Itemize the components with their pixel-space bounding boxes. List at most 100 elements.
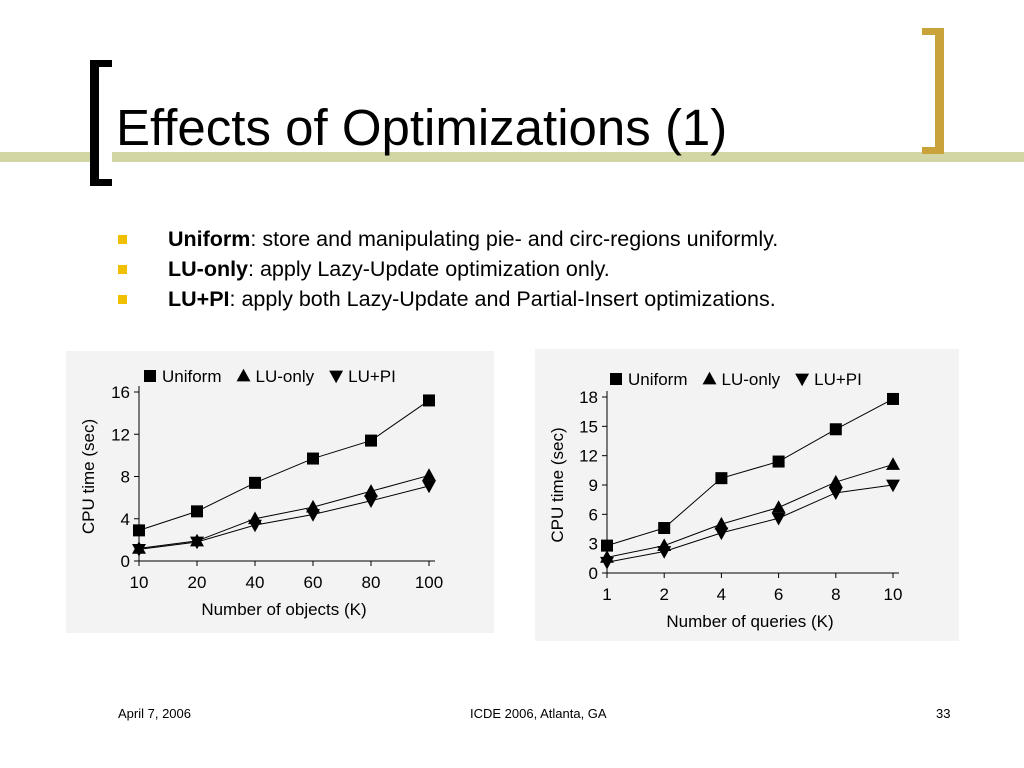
y-tick-label: 0 (121, 552, 130, 571)
chart-cpu-vs-queries: 0 3 6 9 12 15 18 1 2 4 6 8 10 Number of queries (K) CP… (535, 349, 959, 641)
y-tick-label: 12 (111, 425, 130, 444)
legend-label: LU+PI (814, 370, 862, 389)
bullet-text: : apply both Lazy-Update and Partial-Ins… (229, 287, 776, 311)
data-point-marker (306, 509, 320, 522)
x-tick-label: 4 (717, 585, 726, 604)
data-point-marker (191, 505, 203, 518)
data-point-marker (600, 556, 614, 570)
x-tick-label: 10 (884, 585, 903, 604)
chart-svg-objects: 0 4 8 12 16 10 20 40 60 80 100 Number of objects (K… (79, 367, 443, 619)
slide-title: Effects of Optimizations (1) (116, 99, 728, 156)
y-tick-label: 12 (579, 447, 598, 466)
y-tick-label: 9 (589, 476, 598, 495)
footer-page-number: 33 (936, 706, 951, 721)
data-point-marker (715, 472, 728, 485)
bullet-item-lu-pi: LU+PI: apply both Lazy-Update and Partia… (118, 284, 778, 314)
data-point-marker (601, 539, 613, 552)
x-tick-label: 100 (415, 573, 443, 592)
y-tick-label: 15 (579, 417, 598, 436)
x-tick-label: 40 (246, 573, 265, 592)
data-point-marker (714, 527, 729, 541)
bullet-term: LU-only (168, 257, 249, 281)
x-tick-label: 2 (659, 585, 668, 604)
bullet-term: LU+PI (168, 287, 230, 311)
y-tick-label: 18 (579, 388, 598, 407)
legend-label: LU-only (256, 367, 315, 386)
data-point-marker (829, 423, 842, 436)
series-line (606, 484, 894, 563)
data-point-marker (364, 495, 378, 508)
title-accent-line (0, 152, 1024, 162)
legend-marker-icon (236, 368, 251, 382)
legend-marker-icon (144, 370, 156, 382)
y-axis-label: CPU time (sec) (548, 427, 567, 542)
data-point-marker (422, 480, 436, 494)
x-tick-label: 1 (602, 585, 611, 604)
y-tick-label: 3 (589, 535, 598, 554)
right-bracket-decoration (922, 28, 944, 154)
data-point-marker (772, 455, 785, 468)
x-tick-label: 10 (130, 573, 149, 592)
x-tick-label: 60 (304, 573, 323, 592)
x-axis-label: Number of queries (K) (666, 612, 833, 631)
series-line (138, 400, 430, 531)
legend-label: Uniform (162, 367, 222, 386)
series-line (138, 485, 430, 550)
square-bullet-icon (118, 235, 127, 244)
series-line (606, 398, 894, 547)
series-line (138, 474, 430, 549)
legend-marker-icon (610, 373, 622, 385)
data-point-marker (423, 394, 435, 407)
data-point-marker (771, 500, 786, 513)
data-point-marker (364, 484, 378, 497)
chart-cpu-vs-objects: 0 4 8 12 16 10 20 40 60 80 100 Number of objects (K… (66, 351, 494, 633)
data-point-marker (828, 474, 843, 488)
legend-label: Uniform (628, 370, 688, 389)
data-point-marker (365, 434, 377, 447)
left-bracket-decoration (90, 60, 112, 186)
y-axis-label: CPU time (sec) (79, 419, 98, 534)
y-tick-label: 16 (111, 383, 130, 402)
data-point-marker (714, 516, 729, 530)
x-tick-label: 6 (774, 585, 783, 604)
y-tick-label: 0 (589, 564, 598, 583)
data-point-marker (133, 524, 145, 537)
footer-date: April 7, 2006 (118, 706, 191, 721)
data-point-marker (132, 543, 146, 557)
footer-venue: ICDE 2006, Atlanta, GA (470, 706, 607, 721)
data-point-marker (886, 457, 900, 470)
legend-label: LU+PI (348, 367, 396, 386)
legend-marker-icon (795, 373, 810, 387)
legend-label: LU-only (722, 370, 781, 389)
bullet-item-lu-only: LU-only: apply Lazy-Update optimization … (118, 254, 778, 284)
data-point-marker (422, 468, 436, 481)
y-tick-label: 4 (121, 510, 130, 529)
bullet-list: Uniform: store and manipulating pie- and… (118, 224, 778, 314)
y-tick-label: 8 (121, 468, 130, 487)
data-point-marker (658, 522, 671, 535)
square-bullet-icon (118, 265, 127, 274)
x-tick-label: 20 (188, 573, 207, 592)
legend-marker-icon (329, 370, 344, 384)
series-line (606, 463, 894, 558)
x-tick-label: 80 (362, 573, 381, 592)
bullet-text: : apply Lazy-Update optimization only. (248, 257, 610, 281)
data-point-marker (887, 392, 899, 405)
data-point-marker (307, 452, 319, 465)
data-point-marker (190, 536, 204, 550)
data-point-marker (249, 476, 261, 489)
data-point-marker (657, 546, 672, 559)
legend-marker-icon (702, 371, 717, 385)
data-point-marker (248, 519, 262, 533)
data-point-marker (771, 512, 786, 526)
x-tick-label: 8 (831, 585, 840, 604)
data-point-marker (828, 487, 843, 501)
bullet-term: Uniform (168, 227, 251, 251)
x-axis-label: Number of objects (K) (201, 600, 366, 619)
square-bullet-icon (118, 295, 127, 304)
bullet-item-uniform: Uniform: store and manipulating pie- and… (118, 224, 778, 254)
bullet-text: : store and manipulating pie- and circ-r… (250, 227, 779, 251)
data-point-marker (886, 479, 900, 493)
y-tick-label: 6 (589, 505, 598, 524)
